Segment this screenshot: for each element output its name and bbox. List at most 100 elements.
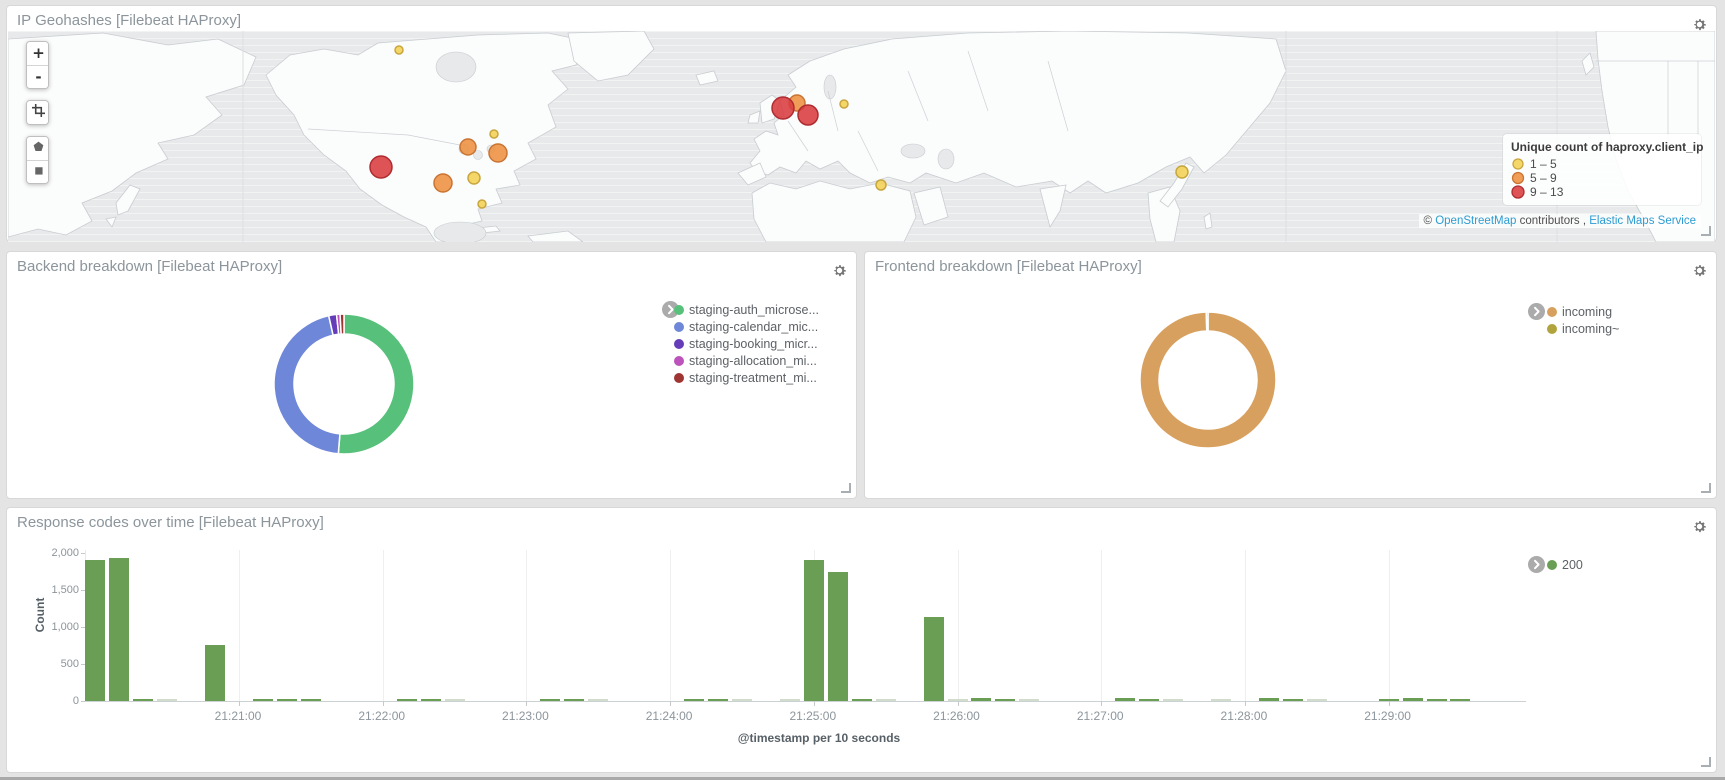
map-point[interactable] bbox=[459, 138, 477, 156]
response-bar-21:27:20[interactable] bbox=[1139, 699, 1160, 701]
response-bar-21:20:00[interactable] bbox=[85, 560, 106, 701]
gear-icon bbox=[1694, 19, 1706, 31]
y-tick-mark bbox=[81, 553, 85, 554]
response-bar-21:21:10[interactable] bbox=[253, 698, 273, 701]
donut-slice-staging-treatment_mi...[interactable] bbox=[339, 313, 345, 335]
map-point[interactable] bbox=[1175, 165, 1189, 179]
map-point[interactable] bbox=[797, 104, 819, 126]
response-bar-21:27:10[interactable] bbox=[1115, 698, 1136, 701]
response-bar-21:22:10[interactable] bbox=[396, 698, 417, 701]
response-bar-21:25:10[interactable] bbox=[827, 572, 848, 701]
response-bar-21:20:10[interactable] bbox=[109, 558, 130, 701]
response-bar-21:22:30[interactable] bbox=[444, 699, 465, 701]
map-draw-polygon-button[interactable] bbox=[27, 137, 48, 160]
legend-item-staging-calendar_mic...[interactable]: staging-calendar_mic... bbox=[674, 318, 819, 335]
panel-options-gear-icon[interactable] bbox=[1692, 263, 1707, 278]
legend-color-dot bbox=[674, 321, 684, 332]
response-bar-21:26:30[interactable] bbox=[1019, 699, 1040, 701]
map-point[interactable] bbox=[839, 99, 849, 109]
donut-slice-incoming~[interactable] bbox=[1205, 311, 1209, 332]
x-tick-mark bbox=[1101, 701, 1103, 706]
map-point[interactable] bbox=[369, 155, 393, 179]
response-bar-21:29:30[interactable] bbox=[1450, 699, 1471, 701]
response-bar-21:21:20[interactable] bbox=[276, 699, 297, 701]
map-zoom-in-button[interactable]: + bbox=[27, 42, 48, 65]
legend-label: staging-treatment_mi... bbox=[689, 370, 817, 385]
map-fit-bounds-button[interactable] bbox=[27, 101, 48, 124]
y-tick-mark bbox=[81, 590, 85, 591]
response-bar-21:25:50[interactable] bbox=[923, 617, 944, 701]
panel-response-codes: Response codes over time [Filebeat HAPro… bbox=[6, 507, 1717, 773]
donut-slice-staging-auth_microse...[interactable] bbox=[337, 313, 415, 455]
response-bar-21:24:30[interactable] bbox=[731, 699, 752, 701]
legend-item-incoming[interactable]: incoming bbox=[1547, 303, 1619, 320]
panel-options-gear-icon[interactable] bbox=[832, 263, 847, 278]
response-bar-21:20:50[interactable] bbox=[205, 644, 226, 701]
response-bar-21:24:50[interactable] bbox=[779, 699, 800, 701]
world-map-basemap bbox=[8, 31, 1715, 242]
panel-options-gear-icon[interactable] bbox=[1692, 17, 1707, 32]
response-bar-21:23:10[interactable] bbox=[540, 698, 561, 701]
response-bar-21:24:20[interactable] bbox=[708, 699, 728, 701]
donut-slice-incoming[interactable] bbox=[1139, 311, 1277, 449]
map-point[interactable] bbox=[477, 199, 487, 209]
x-tick-label: 21:25:00 bbox=[789, 709, 837, 723]
response-bar-21:27:30[interactable] bbox=[1163, 699, 1183, 701]
response-bar-21:28:30[interactable] bbox=[1306, 699, 1327, 701]
legend-color-dot bbox=[674, 304, 684, 315]
response-bar-21:25:00[interactable] bbox=[803, 560, 824, 701]
x-tick-label: 21:28:00 bbox=[1220, 709, 1268, 723]
legend-expand-button[interactable] bbox=[1528, 556, 1545, 573]
response-bar-21:26:20[interactable] bbox=[995, 699, 1016, 701]
map-point[interactable] bbox=[875, 179, 887, 191]
response-bar-21:27:50[interactable] bbox=[1210, 699, 1231, 701]
response-bar-21:26:10[interactable] bbox=[971, 698, 992, 701]
response-bar-21:29:10[interactable] bbox=[1402, 698, 1423, 701]
map-point[interactable] bbox=[488, 143, 508, 163]
donut-slice-staging-calendar_mic...[interactable] bbox=[273, 314, 341, 455]
map-point[interactable] bbox=[467, 171, 481, 185]
response-bar-21:28:10[interactable] bbox=[1258, 698, 1279, 701]
legend-item-staging-treatment_mi...[interactable]: staging-treatment_mi... bbox=[674, 369, 819, 386]
legend-item-incoming~[interactable]: incoming~ bbox=[1547, 320, 1619, 337]
map-point[interactable] bbox=[394, 45, 404, 55]
world-map[interactable]: + - bbox=[8, 31, 1715, 242]
backend-donut-chart[interactable] bbox=[7, 252, 858, 498]
legend-item-200[interactable]: 200 bbox=[1547, 556, 1583, 573]
response-bar-21:23:20[interactable] bbox=[564, 699, 585, 701]
response-bar-21:29:00[interactable] bbox=[1378, 699, 1399, 701]
legend-label: staging-booking_micr... bbox=[689, 336, 818, 351]
legend-color-dot bbox=[674, 338, 684, 349]
panel-resize-handle[interactable] bbox=[1701, 226, 1711, 236]
response-bar-21:24:10[interactable] bbox=[684, 698, 704, 701]
response-bar-21:26:00[interactable] bbox=[947, 699, 968, 701]
response-bar-21:20:30[interactable] bbox=[157, 699, 178, 701]
x-tick-label: 21:23:00 bbox=[502, 709, 549, 723]
response-bar-21:28:20[interactable] bbox=[1282, 699, 1303, 701]
response-bar-21:25:30[interactable] bbox=[875, 699, 896, 701]
response-bar-21:29:20[interactable] bbox=[1426, 699, 1447, 701]
map-point[interactable] bbox=[771, 96, 795, 120]
map-point[interactable] bbox=[433, 173, 453, 193]
response-bar-21:20:20[interactable] bbox=[133, 699, 154, 701]
panel-backend-breakdown: Backend breakdown [Filebeat HAProxy] sta… bbox=[6, 251, 857, 499]
response-bar-21:22:20[interactable] bbox=[420, 699, 441, 701]
panel-options-gear-icon[interactable] bbox=[1692, 519, 1707, 534]
panel-resize-handle[interactable] bbox=[1701, 757, 1711, 767]
response-bar-21:21:30[interactable] bbox=[300, 699, 321, 701]
openstreetmap-link[interactable]: OpenStreetMap bbox=[1435, 215, 1517, 227]
panel-resize-handle[interactable] bbox=[1701, 483, 1711, 493]
elastic-maps-service-link[interactable]: Elastic Maps Service bbox=[1589, 215, 1696, 227]
legend-item-staging-booking_micr...[interactable]: staging-booking_micr... bbox=[674, 335, 819, 352]
response-bar-21:23:30[interactable] bbox=[588, 699, 609, 701]
map-zoom-out-button[interactable]: - bbox=[27, 65, 48, 88]
legend-expand-button[interactable] bbox=[1528, 303, 1545, 320]
map-draw-rectangle-button[interactable] bbox=[27, 160, 48, 183]
legend-item-staging-auth_microse...[interactable]: staging-auth_microse... bbox=[674, 301, 819, 318]
response-bar-21:25:20[interactable] bbox=[851, 699, 872, 701]
legend-item-staging-allocation_mi...[interactable]: staging-allocation_mi... bbox=[674, 352, 819, 369]
frontend-donut-chart[interactable] bbox=[865, 252, 1718, 498]
panel-resize-handle[interactable] bbox=[841, 483, 851, 493]
map-point[interactable] bbox=[489, 129, 499, 139]
